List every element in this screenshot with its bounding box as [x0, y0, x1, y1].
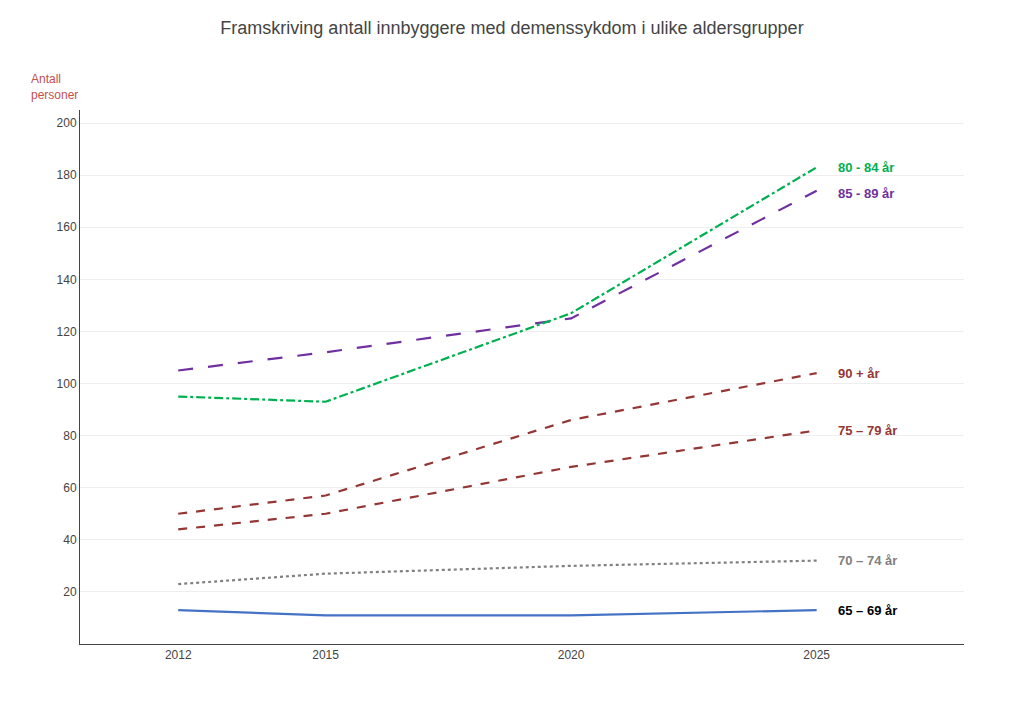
svg-text:20: 20: [63, 585, 77, 599]
svg-text:Framskriving antall innbyggere: Framskriving antall innbyggere med demen…: [220, 18, 803, 38]
svg-text:90 + år: 90 + år: [838, 366, 880, 381]
svg-text:80 - 84 år: 80 - 84 år: [838, 160, 894, 175]
svg-text:70 – 74 år: 70 – 74 år: [838, 553, 897, 568]
svg-text:75 – 79 år: 75 – 79 år: [838, 423, 897, 438]
svg-text:85 - 89 år: 85 - 89 år: [838, 186, 894, 201]
svg-text:65 – 69 år: 65 – 69 år: [838, 603, 897, 618]
svg-text:Antallpersoner: Antallpersoner: [31, 72, 78, 102]
svg-text:180: 180: [57, 168, 77, 182]
svg-text:2012: 2012: [165, 648, 192, 662]
svg-text:60: 60: [63, 481, 77, 495]
svg-text:160: 160: [57, 220, 77, 234]
svg-text:200: 200: [57, 116, 77, 130]
svg-text:100: 100: [57, 377, 77, 391]
svg-text:2020: 2020: [558, 648, 585, 662]
svg-text:80: 80: [63, 429, 77, 443]
svg-text:2025: 2025: [803, 648, 830, 662]
svg-text:140: 140: [57, 273, 77, 287]
svg-text:120: 120: [57, 325, 77, 339]
svg-text:2015: 2015: [312, 648, 339, 662]
svg-text:40: 40: [63, 533, 77, 547]
